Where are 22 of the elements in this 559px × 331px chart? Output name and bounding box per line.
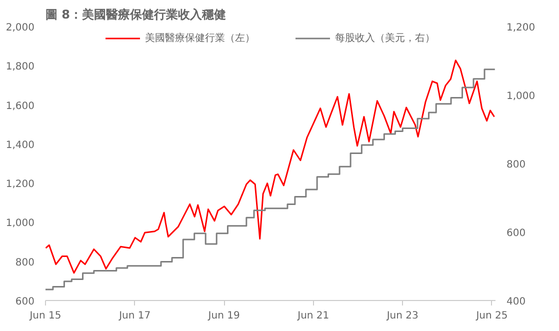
chart-title: 圖 8：美國醫療保健行業收入穩健: [46, 8, 226, 22]
y2-tick-label: 800: [506, 160, 526, 170]
x-tick-label: Jun 21: [296, 310, 330, 322]
y-tick-label: 2,000: [6, 22, 35, 34]
y2-tick-label: 1,200: [506, 22, 536, 34]
x-tick-label: Jun 17: [118, 310, 151, 322]
legend-label: 每股收入（美元，右）: [335, 32, 435, 45]
y-tick-label: 1,600: [6, 100, 35, 112]
y2-tick-label: 1,000: [506, 91, 536, 102]
y-tick-label: 600: [15, 296, 35, 308]
x-tick-label: Jun 19: [207, 310, 240, 322]
x-tick-label: Jun 15: [28, 310, 62, 322]
y-tick-label: 800: [15, 257, 35, 268]
y-tick-label: 1,200: [6, 179, 35, 190]
y-tick-label: 1,000: [6, 218, 35, 230]
y2-tick-label: 600: [506, 228, 526, 239]
legend-label: 美國醫療保健行業（左）: [145, 32, 255, 45]
y2-tick-label: 400: [506, 296, 526, 308]
y-tick-label: 1,800: [6, 62, 35, 73]
x-tick-label: Jun 23: [386, 310, 418, 322]
x-tick-label: Jun 25: [475, 310, 508, 322]
y-tick-label: 1,400: [6, 140, 35, 151]
